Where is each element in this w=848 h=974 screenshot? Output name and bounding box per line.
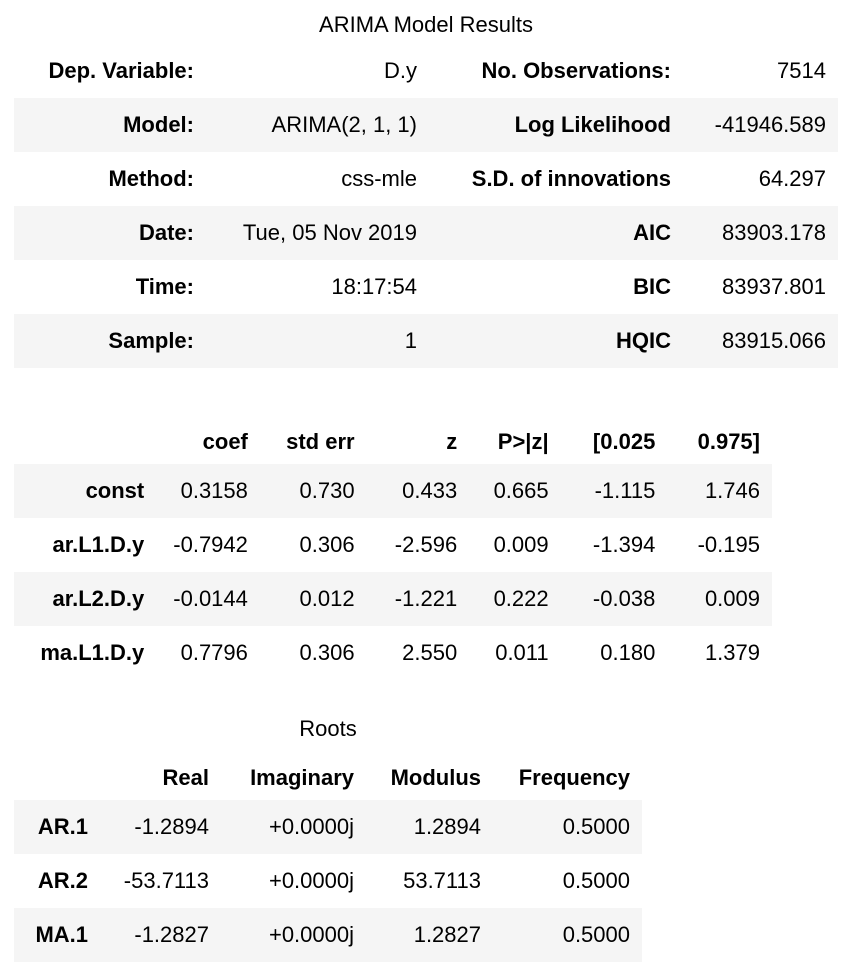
row-label: const xyxy=(14,464,157,518)
table-row: Time: 18:17:54 BIC 83937.801 xyxy=(14,260,838,314)
table-cell: -0.7942 xyxy=(173,532,248,557)
summary-label: AIC xyxy=(429,206,683,260)
table-row: Model: ARIMA(2, 1, 1) Log Likelihood -41… xyxy=(14,98,838,152)
summary-label: No. Observations: xyxy=(481,58,671,83)
header-cell: 0.975] xyxy=(697,429,760,454)
table-row: const 0.3158 0.730 0.433 0.665 -1.115 1.… xyxy=(14,464,772,518)
summary-label: Model: xyxy=(14,98,206,152)
table-row: AR.2 -53.7113 +0.0000j 53.7113 0.5000 xyxy=(14,854,642,908)
table-cell: 0.3158 xyxy=(156,464,260,518)
table-cell: 0.009 xyxy=(667,572,772,626)
header-cell: std err xyxy=(286,429,355,454)
table-cell: 1.2894 xyxy=(366,800,493,854)
table-cell: +0.0000j xyxy=(221,800,366,854)
table-cell: +0.0000j xyxy=(268,868,354,893)
row-label: AR.1 xyxy=(14,800,100,854)
row-label: AR.2 xyxy=(37,868,88,893)
row-label: ma.L1.D.y xyxy=(40,640,145,665)
summary-value: 83937.801 xyxy=(722,274,826,299)
table-row: Date: Tue, 05 Nov 2019 AIC 83903.178 xyxy=(14,206,838,260)
summary-value: D.y xyxy=(384,58,417,83)
summary-label: Method: xyxy=(108,166,194,191)
summary-value: 83915.066 xyxy=(683,314,838,368)
header-cell: Frequency xyxy=(518,765,630,790)
summary-label: Log Likelihood xyxy=(429,98,683,152)
table-cell: 0.665 xyxy=(469,464,561,518)
summary-value: 7514 xyxy=(777,58,826,83)
table-header-row: Real Imaginary Modulus Frequency xyxy=(14,756,642,800)
table-cell: 0.5000 xyxy=(493,908,642,962)
table-cell: 0.7796 xyxy=(180,640,248,665)
summary-label: Time: xyxy=(135,274,194,299)
summary-label: BIC xyxy=(633,274,671,299)
header-cell: [0.025 xyxy=(592,429,656,454)
row-label: MA.1 xyxy=(14,908,100,962)
table-cell: 0.5000 xyxy=(493,800,642,854)
header-cell: z xyxy=(446,429,458,454)
table-cell: 1.2827 xyxy=(366,908,493,962)
table-cell: 0.5000 xyxy=(562,868,630,893)
header-cell xyxy=(14,420,156,464)
summary-value: Tue, 05 Nov 2019 xyxy=(206,206,429,260)
summary-label: Dep. Variable: xyxy=(48,58,194,83)
table-row: ar.L1.D.y -0.7942 0.306 -2.596 0.009 -1.… xyxy=(14,518,772,572)
model-summary-table: Dep. Variable: D.y No. Observations: 751… xyxy=(14,44,838,368)
summary-label: S.D. of innovations xyxy=(471,166,671,191)
table-cell: 1.746 xyxy=(667,464,772,518)
table-cell: -1.115 xyxy=(560,464,668,518)
table-cell: 53.7113 xyxy=(403,868,481,893)
table-cell: 0.306 xyxy=(299,532,355,557)
table-row: AR.1 -1.2894 +0.0000j 1.2894 0.5000 xyxy=(14,800,642,854)
table-row: Dep. Variable: D.y No. Observations: 751… xyxy=(14,44,838,98)
table-cell: -2.596 xyxy=(394,532,458,557)
header-cell: Imaginary xyxy=(250,765,354,790)
header-cell: Modulus xyxy=(390,765,481,790)
table-cell: 0.180 xyxy=(600,640,656,665)
table-cell: 2.550 xyxy=(402,640,458,665)
summary-value: ARIMA(2, 1, 1) xyxy=(206,98,429,152)
table-cell: 0.433 xyxy=(366,464,470,518)
table-row: Sample: 1 HQIC 83915.066 xyxy=(14,314,838,368)
summary-value: -41946.589 xyxy=(683,98,838,152)
table-row: MA.1 -1.2827 +0.0000j 1.2827 0.5000 xyxy=(14,908,642,962)
roots-title: Roots xyxy=(299,716,357,741)
table-cell: 1.379 xyxy=(704,640,760,665)
table-cell: 0.011 xyxy=(495,640,549,665)
summary-value: 83903.178 xyxy=(683,206,838,260)
roots-table: Real Imaginary Modulus Frequency AR.1 -1… xyxy=(14,756,642,962)
summary-label: Sample: xyxy=(14,314,206,368)
header-cell: Real xyxy=(162,765,209,790)
table-cell: -0.0144 xyxy=(156,572,260,626)
table-cell: +0.0000j xyxy=(221,908,366,962)
header-cell: coef xyxy=(202,429,248,454)
table-cell: -53.7113 xyxy=(123,868,209,893)
header-cell: P>|z| xyxy=(497,429,549,454)
table-cell: -1.2894 xyxy=(100,800,221,854)
table-header-row: coef std err z P>|z| [0.025 0.975] xyxy=(14,420,772,464)
summary-value: 18:17:54 xyxy=(331,274,417,299)
summary-title: ARIMA Model Results xyxy=(319,12,533,37)
table-cell: 0.730 xyxy=(259,464,367,518)
table-row: ma.L1.D.y 0.7796 0.306 2.550 0.011 0.180… xyxy=(14,626,772,680)
table-row: ar.L2.D.y -0.0144 0.012 -1.221 0.222 -0.… xyxy=(14,572,772,626)
table-cell: 0.306 xyxy=(299,640,355,665)
table-cell: -1.394 xyxy=(592,532,656,557)
summary-value: css-mle xyxy=(341,166,417,191)
table-cell: 0.012 xyxy=(259,572,367,626)
summary-value: 1 xyxy=(206,314,429,368)
header-cell xyxy=(14,756,100,800)
summary-label: HQIC xyxy=(429,314,683,368)
table-cell: 0.222 xyxy=(469,572,561,626)
table-cell: -0.038 xyxy=(560,572,668,626)
row-label: ar.L2.D.y xyxy=(14,572,157,626)
table-cell: 0.009 xyxy=(493,532,549,557)
row-label: ar.L1.D.y xyxy=(52,532,145,557)
summary-label: Date: xyxy=(14,206,206,260)
table-cell: -0.195 xyxy=(697,532,760,557)
table-row: Method: css-mle S.D. of innovations 64.2… xyxy=(14,152,838,206)
table-cell: -1.2827 xyxy=(100,908,221,962)
coefficients-table: coef std err z P>|z| [0.025 0.975] const… xyxy=(14,420,772,680)
summary-value: 64.297 xyxy=(758,166,826,191)
table-cell: -1.221 xyxy=(366,572,470,626)
